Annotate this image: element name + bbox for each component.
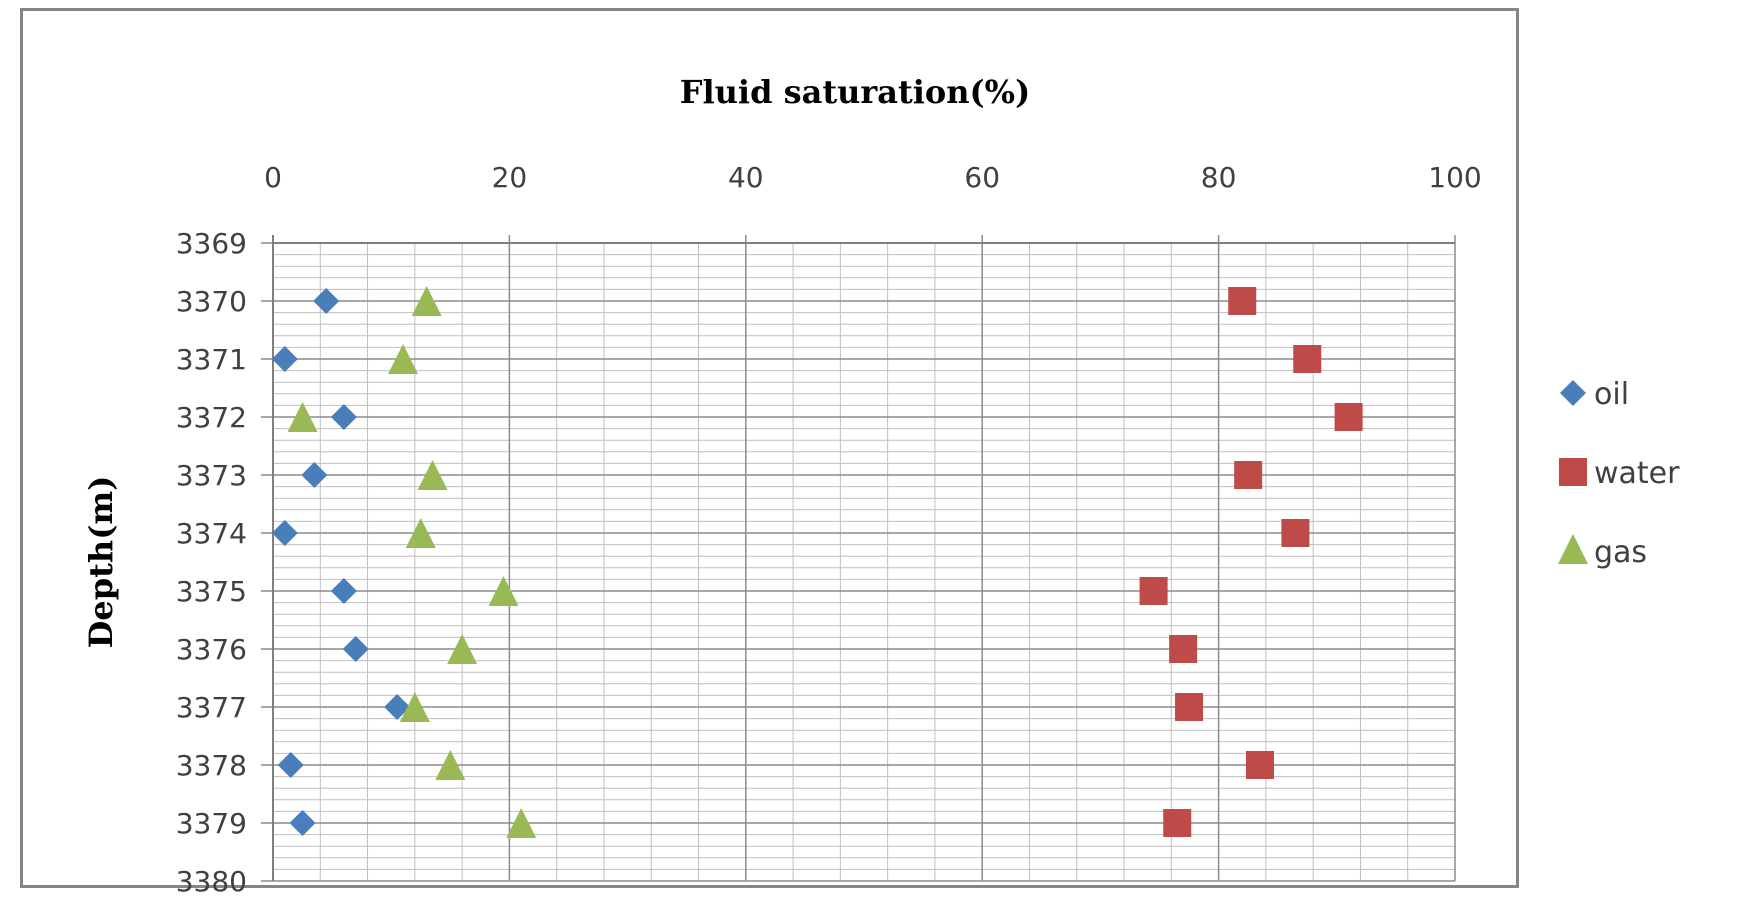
water-point [1139, 577, 1168, 605]
x-tick-label: 0 [264, 161, 282, 194]
gas-point [435, 750, 466, 780]
major-gridlines [261, 235, 1456, 882]
y-tick-label: 3374 [176, 517, 247, 550]
y-tick-label: 3375 [176, 575, 247, 608]
oil-point [271, 346, 298, 372]
gas-point [399, 692, 430, 722]
minor-gridlines [272, 242, 1456, 882]
y-tick-label: 3377 [176, 691, 247, 724]
oil-point [313, 288, 340, 314]
water-point [1245, 751, 1274, 779]
water-point [1281, 519, 1310, 547]
x-tick-label: 100 [1428, 161, 1481, 194]
oil-point [301, 462, 328, 488]
y-axis-title: Depth(m) [82, 476, 120, 649]
y-tick-label: 3378 [176, 749, 247, 782]
x-tick-label: 80 [1201, 161, 1237, 194]
legend-marker-oil [1560, 380, 1586, 406]
gas-point [388, 344, 419, 374]
chart-title: Fluid saturation(%) [680, 73, 1030, 111]
y-tick-label: 3371 [176, 343, 247, 376]
y-tick-label: 3372 [176, 401, 247, 434]
x-tick-label: 20 [492, 161, 528, 194]
x-tick-label: 60 [964, 161, 1000, 194]
legend: oil water gas [1558, 377, 1680, 570]
gas-point [417, 460, 448, 490]
oil-point [289, 810, 316, 836]
y-tick-label: 3376 [176, 633, 247, 666]
gas-point [405, 518, 436, 548]
water-point [1169, 635, 1198, 663]
y-tick-label: 3380 [176, 865, 247, 898]
legend-marker-gas [1558, 534, 1588, 564]
oil-point [342, 636, 369, 662]
x-tick-labels: 0 20 40 60 80 100 [264, 161, 1482, 194]
y-tick-label: 3373 [176, 459, 247, 492]
gas-point [506, 808, 537, 838]
data-points [271, 286, 1363, 838]
water-point [1228, 287, 1257, 315]
oil-point [330, 578, 357, 604]
water-point [1234, 461, 1263, 489]
y-tick-label: 3379 [176, 807, 247, 840]
legend-label-water: water [1594, 456, 1680, 491]
y-tick-labels: 3369 3370 3371 3372 3373 3374 3375 3376 3377 3378… [176, 227, 247, 898]
y-tick-label: 3370 [176, 285, 247, 318]
legend-label-oil: oil [1594, 377, 1629, 412]
water-point [1293, 345, 1322, 373]
gas-point [447, 634, 478, 664]
water-point [1175, 693, 1204, 721]
y-tick-label: 3369 [176, 227, 247, 260]
gas-point [488, 576, 519, 606]
oil-point [277, 752, 304, 778]
legend-marker-water [1559, 458, 1587, 486]
oil-point [271, 520, 298, 546]
gas-point [411, 286, 442, 316]
oil-point [330, 404, 357, 430]
x-tick-label: 40 [728, 161, 764, 194]
water-point [1163, 809, 1192, 837]
oil-point [384, 694, 411, 720]
water-point [1334, 403, 1363, 431]
legend-label-gas: gas [1594, 535, 1647, 570]
gas-point [287, 402, 318, 432]
